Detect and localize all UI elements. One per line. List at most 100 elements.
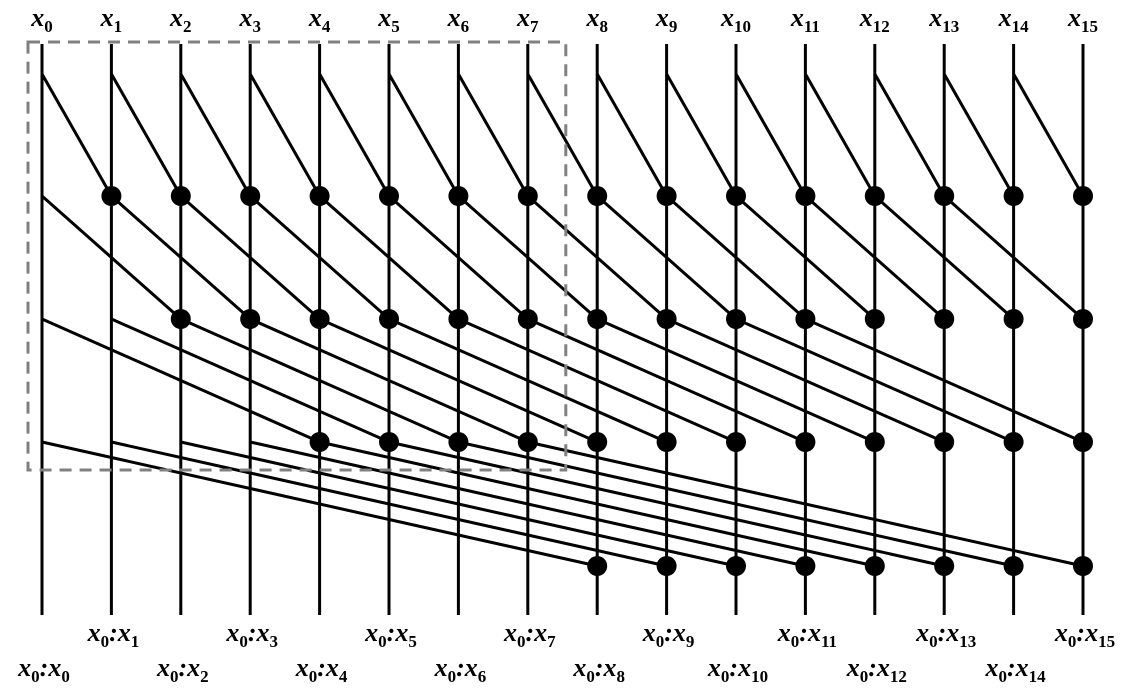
edge-s4-6-to-14 — [458, 440, 1014, 568]
node-s2-15 — [1073, 309, 1093, 329]
edge-s1-3-to-4 — [248, 73, 321, 197]
wire-layer — [40, 44, 1085, 615]
edge-s4-7-to-15 — [527, 440, 1084, 568]
edge-s1-12-to-13 — [873, 73, 946, 197]
output-label-1: x0:x1 — [87, 618, 140, 651]
node-s3-12 — [864, 432, 885, 452]
edge-s3-3-to-7 — [249, 317, 529, 444]
input-label-x12: x12 — [859, 3, 890, 36]
input-label-x7: x7 — [516, 3, 539, 36]
label-layer: x0 x1 x2 x3 x4 x5 x6 x7 x8 x9 x10 x11 x12 x13 x14 x15 x0… — [17, 3, 1115, 686]
edge-s1-6-to-7 — [457, 73, 530, 197]
node-s2-13 — [934, 309, 955, 329]
node-s4-13 — [934, 556, 955, 576]
node-s3-9 — [656, 432, 677, 452]
node-s4-8 — [587, 556, 608, 576]
edge-s4-2-to-10 — [180, 440, 737, 568]
input-label-x11: x11 — [790, 3, 820, 36]
edge-s2-13-to-15 — [943, 194, 1084, 321]
node-s1-12 — [864, 186, 885, 206]
node-s2-3 — [240, 309, 261, 329]
node-s1-11 — [795, 186, 816, 206]
node-s3-5 — [379, 432, 399, 452]
node-s1-2 — [170, 186, 191, 206]
edge-s2-12-to-14 — [873, 194, 1015, 321]
edge-s3-2-to-6 — [180, 317, 460, 444]
edge-s4-5-to-13 — [388, 440, 945, 568]
node-s2-11 — [795, 309, 816, 329]
edge-s3-6-to-10 — [457, 317, 737, 444]
node-s1-10 — [726, 186, 746, 206]
output-label-5: x0:x5 — [364, 618, 417, 651]
edge-s1-8-to-9 — [595, 73, 668, 197]
edge-s2-2-to-4 — [179, 194, 321, 321]
output-label-2: x0:x2 — [156, 653, 209, 686]
edge-s3-9-to-13 — [665, 317, 945, 444]
node-s2-4 — [309, 309, 330, 329]
node-s3-8 — [587, 432, 608, 452]
node-s2-10 — [726, 309, 746, 329]
node-s4-12 — [864, 556, 885, 576]
node-s3-13 — [934, 432, 955, 452]
node-s4-15 — [1073, 556, 1093, 576]
edge-s2-1-to-3 — [110, 194, 252, 321]
edge-s2-10-to-12 — [735, 194, 876, 321]
output-label-15: x0:x15 — [1054, 618, 1115, 651]
edge-s3-8-to-12 — [596, 317, 876, 444]
node-s2-9 — [656, 309, 677, 329]
edge-s1-0-to-1 — [40, 73, 113, 197]
edge-s2-7-to-9 — [526, 194, 668, 321]
edge-s1-5-to-6 — [387, 73, 460, 197]
edge-s1-14-to-15 — [1012, 73, 1085, 197]
edge-s3-0-to-4 — [41, 317, 321, 444]
edge-s1-1-to-2 — [110, 73, 183, 197]
node-s3-15 — [1073, 432, 1093, 452]
node-s3-10 — [726, 432, 746, 452]
input-label-x13: x13 — [928, 3, 959, 36]
input-label-x4: x4 — [308, 3, 331, 36]
input-label-x10: x10 — [720, 3, 751, 36]
edge-s1-11-to-12 — [804, 73, 877, 197]
edge-s1-13-to-14 — [942, 73, 1015, 197]
input-label-x3: x3 — [238, 3, 261, 36]
node-s1-8 — [587, 186, 608, 206]
node-s4-14 — [1003, 556, 1024, 576]
output-label-10: x0:x10 — [707, 653, 768, 686]
node-s1-13 — [934, 186, 955, 206]
node-s1-15 — [1073, 186, 1093, 206]
input-label-x2: x2 — [169, 3, 192, 36]
output-label-6: x0:x6 — [434, 653, 487, 686]
edge-s1-2-to-3 — [179, 73, 252, 197]
edge-s3-11-to-15 — [804, 317, 1084, 444]
node-s1-3 — [240, 186, 261, 206]
node-s4-9 — [656, 556, 677, 576]
node-s1-4 — [309, 186, 330, 206]
output-label-9: x0:x9 — [642, 618, 695, 651]
node-s3-7 — [517, 432, 538, 452]
edge-s4-4-to-12 — [319, 440, 876, 568]
output-label-8: x0:x8 — [572, 653, 625, 686]
input-label-x14: x14 — [998, 3, 1030, 36]
input-label-x1: x1 — [100, 3, 123, 36]
node-s1-14 — [1003, 186, 1024, 206]
edge-s2-4-to-6 — [318, 194, 460, 321]
edge-s4-0-to-8 — [41, 440, 598, 568]
output-label-7: x0:x7 — [503, 618, 556, 651]
node-s1-6 — [448, 186, 469, 206]
edge-s1-10-to-11 — [734, 73, 807, 197]
node-s1-1 — [101, 186, 122, 206]
edge-s3-7-to-11 — [527, 317, 807, 444]
edge-s2-0-to-2 — [41, 194, 182, 321]
node-s1-9 — [656, 186, 677, 206]
node-s4-11 — [795, 556, 816, 576]
node-s1-5 — [379, 186, 399, 206]
node-s2-14 — [1003, 309, 1024, 329]
edge-s1-4-to-5 — [318, 73, 391, 197]
node-s3-6 — [448, 432, 469, 452]
input-label-x9: x9 — [655, 3, 678, 36]
node-s3-4 — [309, 432, 330, 452]
edge-s2-11-to-13 — [804, 194, 946, 321]
edge-s3-5-to-9 — [388, 317, 668, 444]
edge-s3-1-to-5 — [110, 317, 390, 444]
